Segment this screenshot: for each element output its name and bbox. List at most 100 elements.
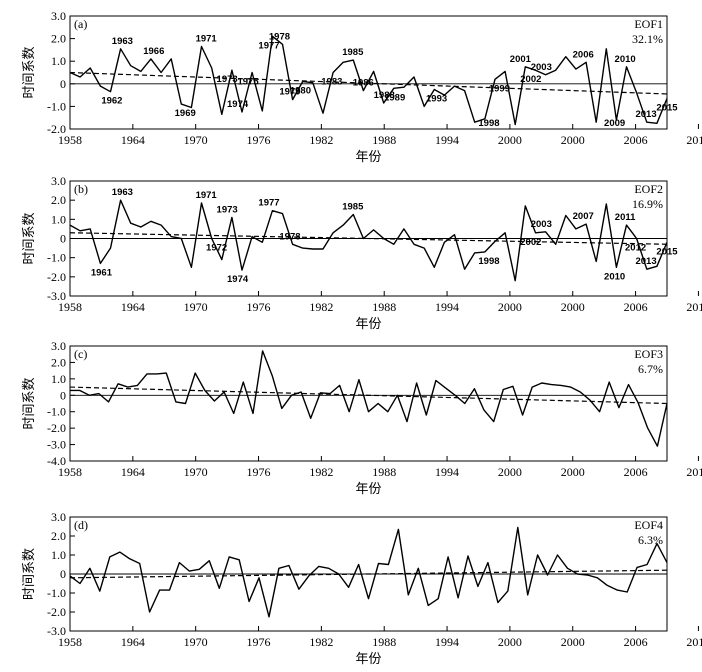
panel-1-annotation: 1963 bbox=[112, 36, 133, 47]
panel-1-annotation: 1969 bbox=[175, 108, 196, 119]
panel-2-xtick-label: 2000 bbox=[561, 300, 585, 314]
panel-3-ytick-label: 1.0 bbox=[51, 372, 66, 386]
panel-1-annotation: 1975 bbox=[237, 77, 259, 88]
panel-2-annotation: 1973 bbox=[217, 204, 238, 215]
panel-3-xtick-label: 2000 bbox=[498, 465, 522, 479]
panel-1-ytick-label: -2.0 bbox=[47, 122, 66, 136]
panel-1-xtick-label: 1994 bbox=[435, 133, 459, 147]
panel-2-annotation: 1998 bbox=[478, 256, 499, 267]
panel-1-trend-line bbox=[69, 71, 668, 95]
panel-3-xtick-label: 2012 bbox=[686, 465, 702, 479]
panel-4-series-line bbox=[69, 526, 668, 618]
panel-3-xlabel: 年份 bbox=[355, 482, 381, 497]
panel-2-ytick-label: 3.0 bbox=[51, 174, 66, 188]
panel-2-xtick-label: 1958 bbox=[58, 300, 82, 314]
panel-2-xtick-label: 2012 bbox=[686, 300, 702, 314]
panel-4-xtick-label: 1976 bbox=[247, 635, 271, 649]
panel-2-annotation: 2011 bbox=[615, 212, 636, 223]
panel-1-annotation: 2010 bbox=[615, 54, 636, 65]
panel-2-xlabel: 年份 bbox=[355, 317, 381, 332]
panel-1-ytick-label: 1.0 bbox=[51, 54, 66, 68]
panel-2-label: (b) bbox=[74, 182, 88, 196]
panel-1-frame bbox=[69, 15, 668, 130]
panel-1-annotation: 1978 bbox=[269, 31, 290, 42]
panel-1-annotation: 1988 bbox=[374, 90, 395, 101]
panel-2-ytick-label: 2.0 bbox=[51, 193, 66, 207]
panel-2-annotation: 1971 bbox=[196, 190, 218, 201]
panel-2-annotation: 1978 bbox=[279, 231, 300, 242]
panel-4-label: (d) bbox=[74, 518, 88, 532]
panel-3-series-line bbox=[70, 350, 668, 447]
panel-4-eof-title: EOF4 bbox=[634, 518, 663, 532]
panel-2-xtick-label: 1988 bbox=[372, 300, 396, 314]
panel-1-xlabel: 年份 bbox=[355, 150, 381, 165]
panel-4-ytick-label: 0 bbox=[60, 567, 66, 581]
panel-2-variance: 16.9% bbox=[632, 197, 663, 211]
panel-1-ytick-label: -1.0 bbox=[47, 99, 66, 113]
panel-1-label: (a) bbox=[74, 17, 87, 31]
panel-4-ytick-label: -3.0 bbox=[47, 624, 66, 638]
panel-1-xtick-label: 2000 bbox=[498, 133, 522, 147]
panel-2-xtick-label: 1970 bbox=[184, 300, 208, 314]
panel-4-ytick-label: 2.0 bbox=[51, 529, 66, 543]
panel-2-ytick-label: -2.0 bbox=[47, 270, 66, 284]
panel-4-xtick-label: 1982 bbox=[309, 635, 333, 649]
panel-2-xtick-label: 2006 bbox=[624, 300, 648, 314]
panel-1-eof-title: EOF1 bbox=[634, 17, 663, 31]
panel-4-ytick-label: -1.0 bbox=[47, 586, 66, 600]
panel-1-annotation: 2003 bbox=[531, 62, 552, 73]
panel-4-ylabel: 时间系数 bbox=[22, 548, 37, 600]
panel-4-xlabel: 年份 bbox=[355, 652, 381, 667]
panel-3-eof-title: EOF3 bbox=[634, 347, 663, 361]
panel-2-annotation: 2012 bbox=[625, 243, 646, 254]
panel-4-ytick-label: -2.0 bbox=[47, 605, 66, 619]
panel-4-ytick-label: 3.0 bbox=[51, 510, 66, 524]
panel-1-xtick-label: 1976 bbox=[247, 133, 271, 147]
panel-3-ytick-label: 3.0 bbox=[51, 339, 66, 353]
panel-4-variance: 6.3% bbox=[638, 533, 663, 547]
panel-2-annotation: 2013 bbox=[635, 256, 656, 267]
panel-4-ytick-label: 1.0 bbox=[51, 548, 66, 562]
panel-2-xtick-label: 1994 bbox=[435, 300, 459, 314]
panel-2-trend-line bbox=[69, 232, 668, 245]
panel-2-xtick-label: 2000 bbox=[498, 300, 522, 314]
panel-4-xtick-label: 2000 bbox=[498, 635, 522, 649]
panel-1-annotation: 1977 bbox=[258, 40, 279, 51]
panel-1-annotation: 1985 bbox=[342, 47, 364, 58]
panel-3-ytick-label: -4.0 bbox=[47, 454, 66, 468]
panel-3-ytick-label: -2.0 bbox=[47, 421, 66, 435]
panel-1-annotation: 1980 bbox=[290, 86, 311, 97]
panel-2-ytick-label: -3.0 bbox=[47, 289, 66, 303]
panel-1-annotation: 1966 bbox=[143, 46, 164, 57]
panel-1-xtick-label: 1964 bbox=[121, 133, 145, 147]
panel-1-xtick-label: 1988 bbox=[372, 133, 396, 147]
panel-4-xtick-label: 2006 bbox=[624, 635, 648, 649]
panel-2-ytick-label: -1.0 bbox=[47, 251, 66, 265]
panel-3-xtick-label: 1964 bbox=[121, 465, 145, 479]
panel-2-annotation: 1977 bbox=[258, 198, 279, 209]
panel-3-xtick-label: 1982 bbox=[309, 465, 333, 479]
panel-3-label: (c) bbox=[74, 347, 87, 361]
panel-1-annotation: 1974 bbox=[227, 99, 249, 110]
panel-1-ytick-label: 0 bbox=[60, 77, 66, 91]
panel-3-ylabel: 时间系数 bbox=[22, 377, 37, 429]
panel-1-annotation: 1962 bbox=[101, 96, 122, 107]
panel-3-ytick-label: -1.0 bbox=[47, 405, 66, 419]
panel-3-xtick-label: 1988 bbox=[372, 465, 396, 479]
panel-1-annotation: 1979 bbox=[279, 87, 300, 98]
panel-1-annotation: 2013 bbox=[635, 109, 656, 120]
panel-3-ytick-label: 0 bbox=[60, 388, 66, 402]
panel-1-xtick-label: 1958 bbox=[58, 133, 82, 147]
panel-1-annotation: 2002 bbox=[520, 74, 541, 85]
panel-2-annotation: 2003 bbox=[531, 219, 552, 230]
panel-1-xtick-label: 1970 bbox=[184, 133, 208, 147]
panel-4-xtick-label: 1964 bbox=[121, 635, 145, 649]
panel-2-xtick-label: 1982 bbox=[309, 300, 333, 314]
panel-4-xtick-label: 1970 bbox=[184, 635, 208, 649]
panel-1-variance: 32.1% bbox=[632, 32, 663, 46]
panel-3-xtick-label: 1958 bbox=[58, 465, 82, 479]
panel-4-xtick-label: 1988 bbox=[372, 635, 396, 649]
panel-1-annotation: 2009 bbox=[604, 118, 625, 129]
panel-1-ylabel: 时间系数 bbox=[22, 46, 37, 98]
